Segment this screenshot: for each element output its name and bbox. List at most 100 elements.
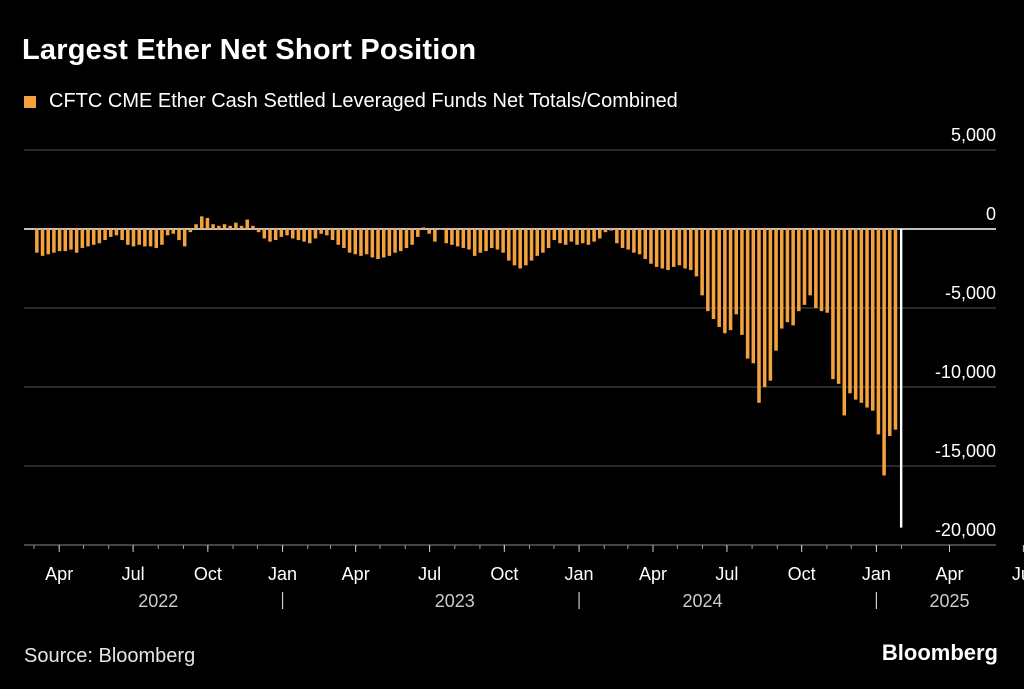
bar [615, 229, 619, 244]
bar [35, 229, 39, 253]
bar [478, 229, 483, 253]
bar [671, 229, 676, 267]
bar [694, 229, 699, 277]
year-label: 2024 [683, 591, 723, 611]
bar [768, 229, 773, 381]
bar [524, 229, 528, 266]
bar [404, 229, 409, 248]
bar [762, 229, 767, 387]
legend-swatch [24, 95, 36, 108]
bar [126, 229, 130, 245]
bar [359, 229, 363, 256]
bar [234, 222, 238, 229]
bar [484, 229, 488, 252]
bar [40, 229, 45, 256]
latest-bar [899, 229, 903, 528]
bar [228, 225, 232, 229]
legend-label: CFTC CME Ether Cash Settled Leveraged Fu… [49, 90, 678, 112]
bar [256, 229, 261, 233]
bar [131, 229, 136, 247]
bar [546, 229, 551, 248]
x-tick-label: Apr [935, 564, 963, 584]
bar [97, 229, 102, 244]
bar [103, 229, 107, 241]
bar [649, 229, 653, 264]
bar [199, 216, 204, 229]
bloomberg-logo: Bloomberg [881, 640, 998, 665]
bar [154, 229, 159, 248]
bar [211, 224, 215, 229]
bar [819, 229, 824, 312]
bar [632, 229, 636, 253]
bar [296, 229, 301, 241]
bar [802, 229, 807, 305]
bar [308, 229, 312, 244]
x-tick-label: Oct [788, 564, 816, 584]
bar [239, 225, 244, 229]
x-axis: Apr Jul Oct Jan Apr Jul Oct Jan Apr Jul Oct Jan Apr J… [24, 544, 1024, 611]
x-tick-label: Jan [268, 564, 297, 584]
bar [171, 229, 176, 234]
bar [347, 229, 352, 253]
bar [751, 229, 756, 364]
year-label: 2023 [435, 591, 475, 611]
bar [268, 229, 272, 242]
bar [569, 229, 574, 242]
bar [586, 229, 591, 245]
x-tick-label: Jan [862, 564, 891, 584]
bar [825, 229, 829, 313]
bar [273, 229, 278, 241]
bar [592, 229, 596, 242]
bar [711, 229, 716, 320]
bar [791, 229, 795, 326]
y-tick-label: 5,000 [951, 125, 996, 145]
bar [598, 229, 602, 239]
bar [444, 229, 449, 244]
x-tick-label: Jul [122, 564, 145, 584]
bar [148, 229, 153, 247]
x-tick-label: Jul [715, 564, 738, 584]
bar [580, 229, 585, 244]
bar [109, 229, 113, 237]
bar [518, 229, 522, 269]
bar [603, 229, 608, 233]
bar [421, 227, 426, 229]
bar [609, 229, 613, 231]
bar [489, 229, 494, 248]
bar [870, 229, 875, 411]
bar [814, 229, 818, 308]
bar [541, 229, 545, 253]
y-axis: 5,000 0 -5,000 -10,000 -15,000 -20,000 [935, 125, 996, 540]
bar [245, 219, 249, 229]
bar [143, 229, 147, 247]
y-tick-label: -5,000 [945, 283, 996, 303]
bar [779, 229, 784, 329]
bar [745, 229, 750, 359]
bar [831, 229, 835, 380]
bar [46, 229, 50, 255]
bar [893, 229, 898, 430]
bar [69, 229, 73, 250]
bar [666, 229, 670, 271]
bar [120, 229, 124, 241]
bar [433, 229, 437, 242]
bar [888, 229, 892, 436]
x-tick-label: Oct [194, 564, 222, 584]
x-tick-label: Apr [342, 564, 370, 584]
bar [52, 229, 56, 253]
bar [455, 229, 460, 247]
y-tick-label: -10,000 [935, 362, 996, 382]
bar [217, 225, 221, 229]
bar [700, 229, 704, 296]
bar [507, 229, 511, 261]
bar [165, 229, 170, 236]
x-tick-label: Jul [1012, 564, 1024, 584]
bar [285, 229, 289, 236]
bar [495, 229, 500, 250]
bar [558, 229, 562, 244]
bar [330, 229, 335, 241]
bar [467, 229, 471, 250]
bar [654, 229, 659, 267]
bar [393, 229, 397, 253]
bar [290, 229, 295, 239]
